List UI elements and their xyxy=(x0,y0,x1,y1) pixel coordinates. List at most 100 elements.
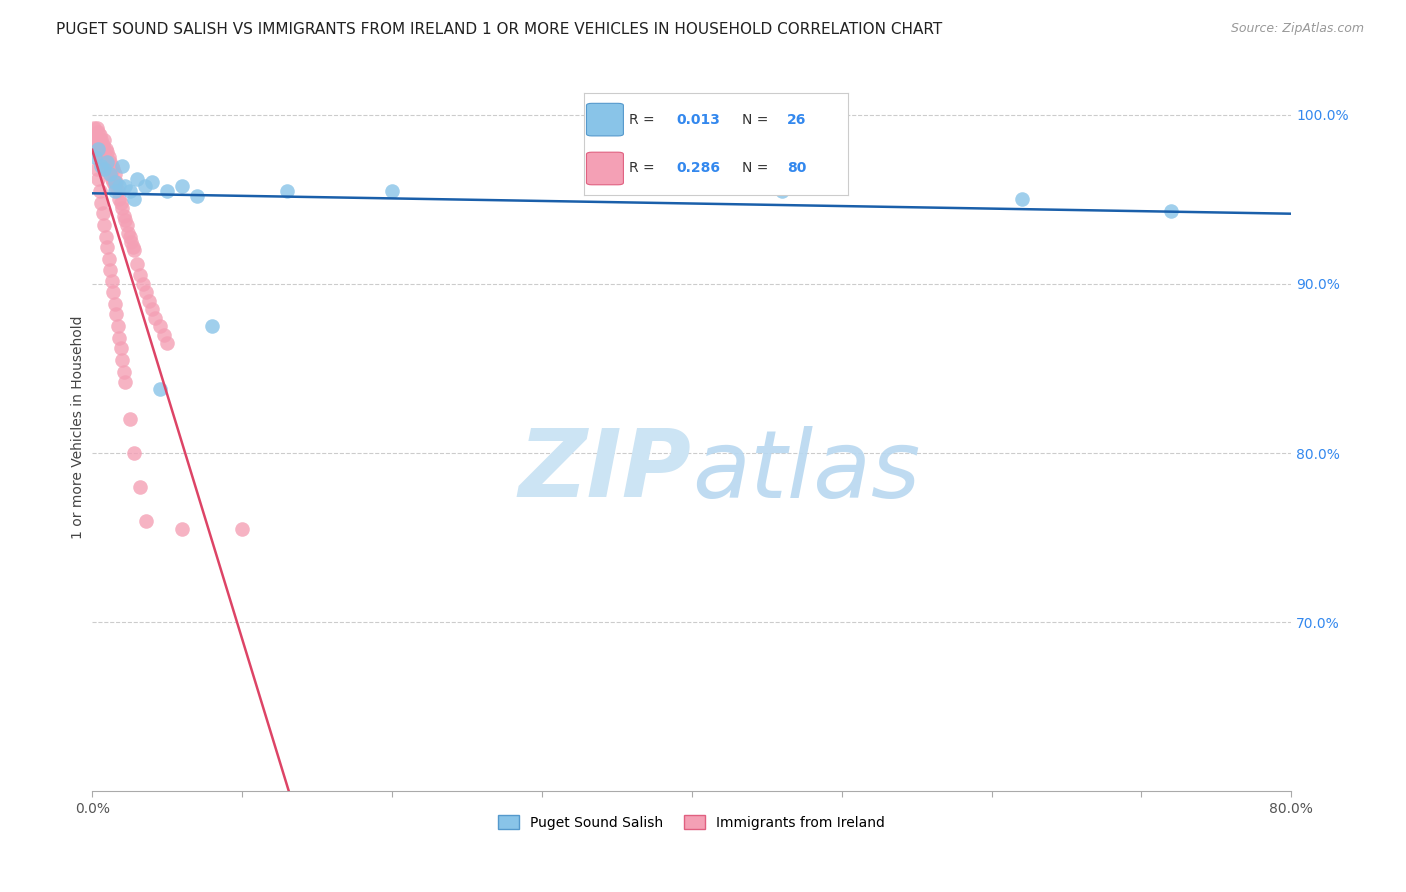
Point xyxy=(90,159,112,173)
Point xyxy=(127,257,149,271)
Text: ZIP: ZIP xyxy=(519,425,692,517)
Point xyxy=(134,178,156,193)
Point xyxy=(135,285,157,300)
Point xyxy=(1011,192,1033,206)
Point xyxy=(104,167,127,181)
Point xyxy=(84,133,107,147)
Point xyxy=(156,184,179,198)
Point xyxy=(98,167,121,181)
Point xyxy=(112,365,135,379)
Point xyxy=(104,297,127,311)
Point xyxy=(89,150,111,164)
Point xyxy=(381,184,404,198)
Point xyxy=(127,172,149,186)
Point xyxy=(101,161,124,176)
Point xyxy=(118,184,141,198)
Point xyxy=(114,212,136,227)
Point xyxy=(94,155,117,169)
Point xyxy=(110,195,132,210)
Text: PUGET SOUND SALISH VS IMMIGRANTS FROM IRELAND 1 OR MORE VEHICLES IN HOUSEHOLD CO: PUGET SOUND SALISH VS IMMIGRANTS FROM IR… xyxy=(56,22,942,37)
Point xyxy=(94,229,117,244)
Point xyxy=(98,167,121,181)
Point xyxy=(115,218,138,232)
Point xyxy=(770,184,793,198)
Point xyxy=(122,192,145,206)
Point xyxy=(143,310,166,325)
Y-axis label: 1 or more Vehicles in Household: 1 or more Vehicles in Household xyxy=(72,316,86,540)
Point xyxy=(86,121,108,136)
Point xyxy=(98,263,121,277)
Point xyxy=(100,273,122,287)
Point xyxy=(100,172,122,186)
Point xyxy=(98,155,121,169)
Point xyxy=(141,176,163,190)
Point xyxy=(101,285,124,300)
Point xyxy=(120,235,142,249)
Point xyxy=(118,229,141,244)
Point xyxy=(149,319,172,334)
Point xyxy=(105,176,128,190)
Text: Source: ZipAtlas.com: Source: ZipAtlas.com xyxy=(1230,22,1364,36)
Point xyxy=(86,142,108,156)
Point xyxy=(129,268,152,283)
Point xyxy=(1160,204,1182,219)
Point xyxy=(276,184,298,198)
Point xyxy=(87,125,110,139)
Point xyxy=(111,201,134,215)
Point xyxy=(107,319,129,334)
Point xyxy=(111,353,134,368)
Point xyxy=(101,176,124,190)
Point xyxy=(93,161,115,176)
Point xyxy=(129,480,152,494)
Point xyxy=(87,138,110,153)
Point xyxy=(89,128,111,142)
Point xyxy=(108,178,131,193)
Point xyxy=(91,206,114,220)
Point xyxy=(84,128,107,142)
Point xyxy=(231,522,253,536)
Point xyxy=(96,240,118,254)
Point xyxy=(94,142,117,156)
Point xyxy=(108,192,131,206)
Point xyxy=(114,178,136,193)
Point xyxy=(93,145,115,159)
Point xyxy=(97,161,120,176)
Legend: Puget Sound Salish, Immigrants from Ireland: Puget Sound Salish, Immigrants from Irel… xyxy=(494,809,890,835)
Point xyxy=(122,446,145,460)
Point xyxy=(90,133,112,147)
Point xyxy=(172,522,194,536)
Point xyxy=(90,145,112,159)
Point xyxy=(84,150,107,164)
Point xyxy=(156,336,179,351)
Point xyxy=(89,184,111,198)
Point xyxy=(172,178,194,193)
Point xyxy=(112,209,135,223)
Point xyxy=(114,375,136,389)
Point xyxy=(118,412,141,426)
Point xyxy=(91,150,114,164)
Text: atlas: atlas xyxy=(692,425,920,516)
Point xyxy=(117,226,139,240)
Point xyxy=(121,240,143,254)
Point xyxy=(138,293,160,308)
Point xyxy=(91,138,114,153)
Point xyxy=(96,159,118,173)
Point xyxy=(122,243,145,257)
Point xyxy=(111,159,134,173)
Point xyxy=(149,382,172,396)
Point xyxy=(96,145,118,159)
Point xyxy=(104,184,127,198)
Point xyxy=(107,184,129,198)
Point xyxy=(87,142,110,156)
Point xyxy=(86,161,108,176)
Point xyxy=(97,252,120,266)
Point xyxy=(83,121,105,136)
Point xyxy=(141,302,163,317)
Point xyxy=(108,331,131,345)
Point xyxy=(90,195,112,210)
Point xyxy=(89,142,111,156)
Point xyxy=(87,172,110,186)
Point xyxy=(104,178,127,193)
Point xyxy=(97,150,120,164)
Point xyxy=(100,159,122,173)
